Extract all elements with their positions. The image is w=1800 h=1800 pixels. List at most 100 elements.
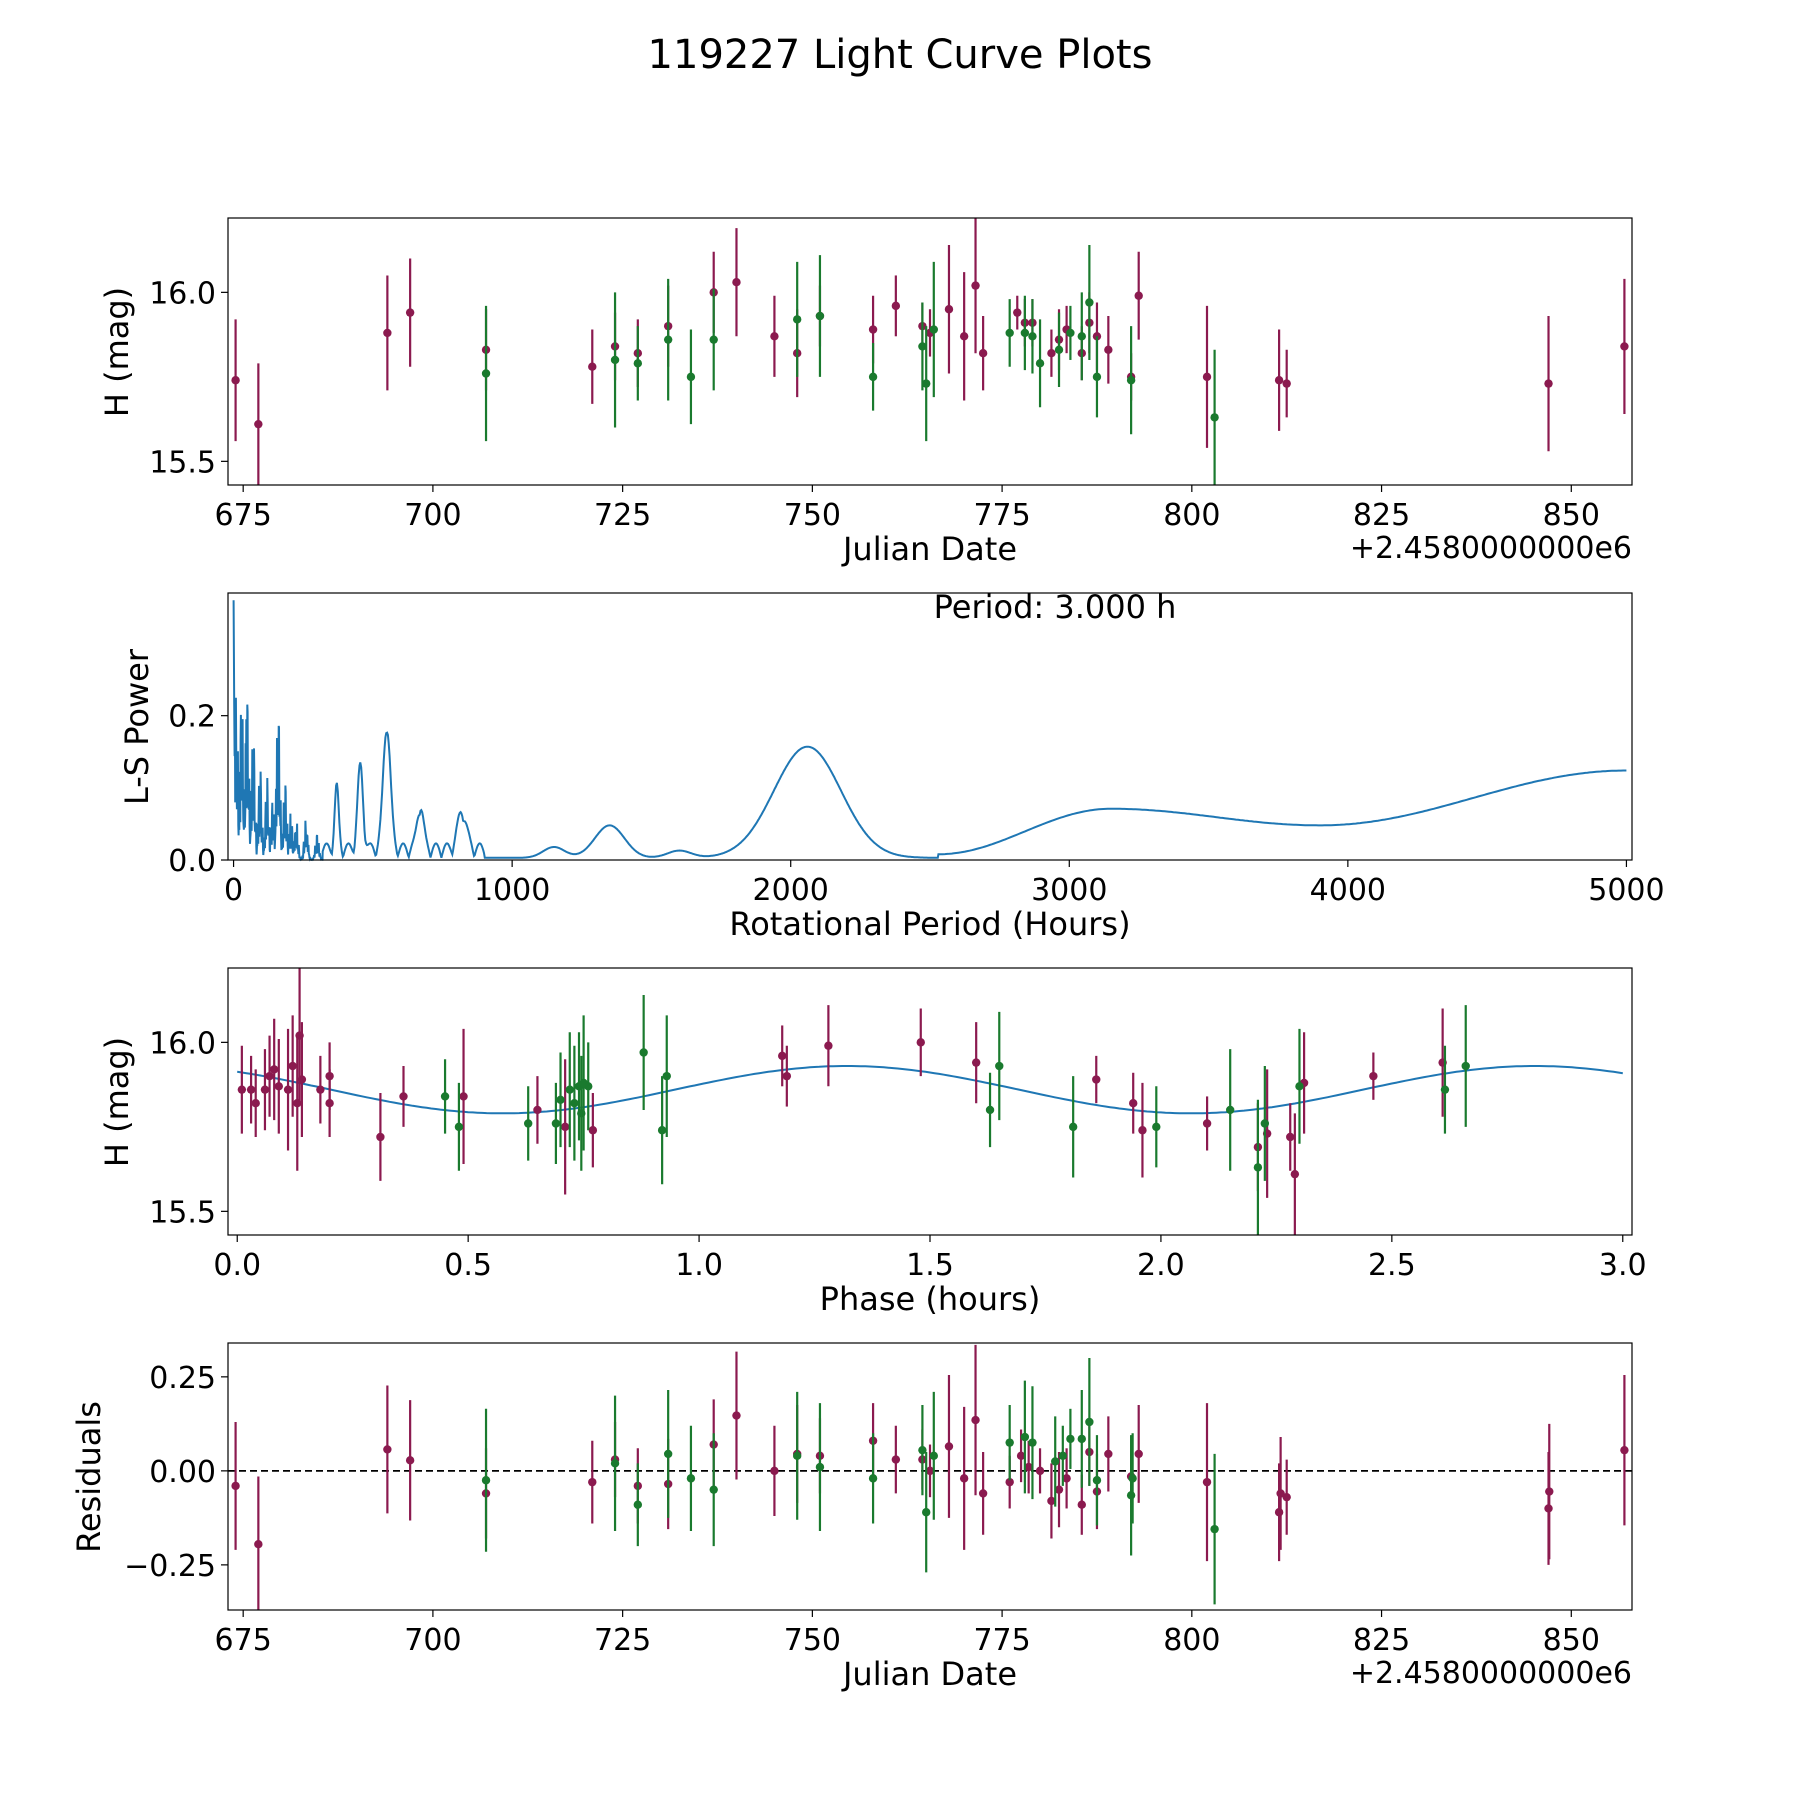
- residuals-data-point: [1020, 1432, 1030, 1442]
- phased-xtick-label: 0.5: [444, 1248, 492, 1283]
- residuals-data-point: [944, 1442, 954, 1451]
- phased-ticks: 0.0 0.5 1.0 1.5 2.0 2.5 3.0 15.5 16.0: [149, 1026, 1646, 1283]
- phased-data-point: [325, 1098, 334, 1108]
- periodogram-ytick-label: 0.2: [168, 700, 216, 735]
- lightcurve-data-point: [891, 301, 901, 311]
- residuals-xlabel: Julian Date: [841, 1655, 1017, 1693]
- phased-xtick-label: 1.5: [906, 1248, 954, 1283]
- lightcurve-data-point: [944, 305, 954, 314]
- residuals-data-point: [481, 1476, 491, 1485]
- residuals-data-point: [1274, 1508, 1284, 1517]
- lightcurve-marks: [231, 218, 1629, 485]
- phased-ytick-label: 16.0: [149, 1026, 216, 1061]
- residuals-data-point: [383, 1445, 392, 1454]
- residuals-xtick-label: 825: [1353, 1623, 1410, 1658]
- residuals-data-point: [1005, 1438, 1014, 1447]
- residuals-ytick-label: −0.25: [124, 1549, 216, 1584]
- lightcurve-data-point: [868, 372, 878, 382]
- lightcurve-data-point: [588, 362, 597, 371]
- phased-marks: [237, 968, 1623, 1235]
- lightcurve-data-point: [481, 369, 491, 378]
- phased-data-point: [1138, 1126, 1147, 1135]
- lightcurve-xtick-label: 850: [1543, 498, 1600, 533]
- lightcurve-data-point: [978, 348, 988, 358]
- residuals-data-point: [254, 1539, 263, 1549]
- residuals-data-point: [1066, 1434, 1075, 1444]
- residuals-data-point: [1104, 1449, 1113, 1459]
- residuals-ytick-label: 0.25: [149, 1361, 216, 1396]
- residuals-data-point: [633, 1500, 643, 1509]
- lightcurve-data-point: [918, 342, 927, 351]
- residuals-data-point: [709, 1485, 718, 1494]
- residuals-data-point: [588, 1477, 597, 1487]
- residuals-data-point: [1028, 1438, 1037, 1447]
- phased-data-point: [639, 1048, 648, 1057]
- figure-title: 119227 Light Curve Plots: [648, 32, 1153, 78]
- phased-data-point: [560, 1122, 570, 1132]
- lightcurve-axes-frame: [227, 217, 1633, 486]
- periodogram-axes-frame: [227, 592, 1633, 861]
- lightcurve-data-point: [1047, 348, 1056, 358]
- phased-data-point: [1286, 1132, 1295, 1142]
- phased-data-point: [440, 1092, 450, 1101]
- phased-data-point: [565, 1085, 574, 1094]
- residuals-ytick-label: 0.00: [149, 1455, 216, 1490]
- residuals-data-point: [1005, 1477, 1014, 1487]
- residuals-data-point: [918, 1445, 927, 1455]
- periodogram-annotation: Period: 3.000 h: [934, 588, 1177, 626]
- periodogram-xtick-label: 2000: [753, 873, 829, 908]
- residuals-data-point: [770, 1466, 779, 1476]
- lightcurve-xtick-label: 675: [215, 498, 272, 533]
- lightcurve-data-point: [709, 335, 718, 344]
- phased-data-point: [1068, 1122, 1078, 1132]
- lightcurve-data-point: [1013, 308, 1022, 317]
- phased-data-point: [1253, 1163, 1263, 1172]
- phased-xtick-label: 2.0: [1137, 1248, 1185, 1283]
- phased-data-point: [985, 1105, 995, 1115]
- lightcurve-data-point: [1092, 372, 1102, 382]
- lightcurve-data-point: [1126, 376, 1136, 385]
- residuals-data-point: [1092, 1476, 1102, 1485]
- phased-data-point: [265, 1071, 274, 1081]
- phased-data-point: [1260, 1119, 1270, 1128]
- phased-data-point: [533, 1105, 542, 1115]
- residuals-data-point: [792, 1451, 802, 1461]
- periodogram-xtick-label: 1000: [474, 873, 550, 908]
- phased-data-point: [283, 1085, 293, 1094]
- residuals-data-point: [1085, 1417, 1094, 1427]
- phased-data-point: [556, 1095, 565, 1105]
- phased-data-point: [824, 1041, 833, 1050]
- residuals-data-point: [929, 1451, 938, 1461]
- residuals-xtick-label: 775: [973, 1623, 1030, 1658]
- residuals-data-point: [1126, 1491, 1136, 1500]
- phased-data-point: [778, 1051, 787, 1061]
- lightcurve-data-point: [929, 325, 938, 334]
- lightcurve-data-point: [1282, 379, 1291, 388]
- residuals-data-point: [405, 1456, 415, 1465]
- lightcurve-data-point: [1210, 413, 1219, 422]
- residuals-data-point: [1077, 1500, 1086, 1509]
- periodogram-xtick-label: 4000: [1310, 873, 1386, 908]
- phased-ylabel: H (mag): [98, 1037, 136, 1167]
- residuals-xtick-label: 850: [1543, 1623, 1600, 1658]
- phased-data-point: [274, 1082, 284, 1091]
- periodogram-xtick-label: 0: [224, 873, 243, 908]
- phased-data-point: [376, 1132, 385, 1142]
- phased-data-point: [1225, 1105, 1235, 1115]
- lightcurve-data-point: [254, 419, 263, 429]
- residuals-data-point: [610, 1459, 620, 1468]
- phased-axes-frame: [227, 967, 1633, 1236]
- lightcurve-xtick-label: 825: [1353, 498, 1410, 533]
- lightcurve-data-point: [1035, 359, 1045, 368]
- phased-data-point: [237, 1085, 247, 1094]
- phased-data-point: [1290, 1169, 1300, 1179]
- periodogram-ticks: 0 1000 2000 3000 4000 5000 0.0 0.2: [168, 700, 1664, 908]
- periodogram-xtick-label: 5000: [1588, 873, 1664, 908]
- periodogram-marks: [232, 600, 1627, 862]
- lightcurve-xtick-label: 775: [973, 498, 1030, 533]
- lightcurve-data-point: [663, 335, 673, 344]
- phased-data-point: [584, 1082, 593, 1091]
- residuals-data-point: [971, 1415, 980, 1425]
- phased-data-point: [459, 1092, 468, 1101]
